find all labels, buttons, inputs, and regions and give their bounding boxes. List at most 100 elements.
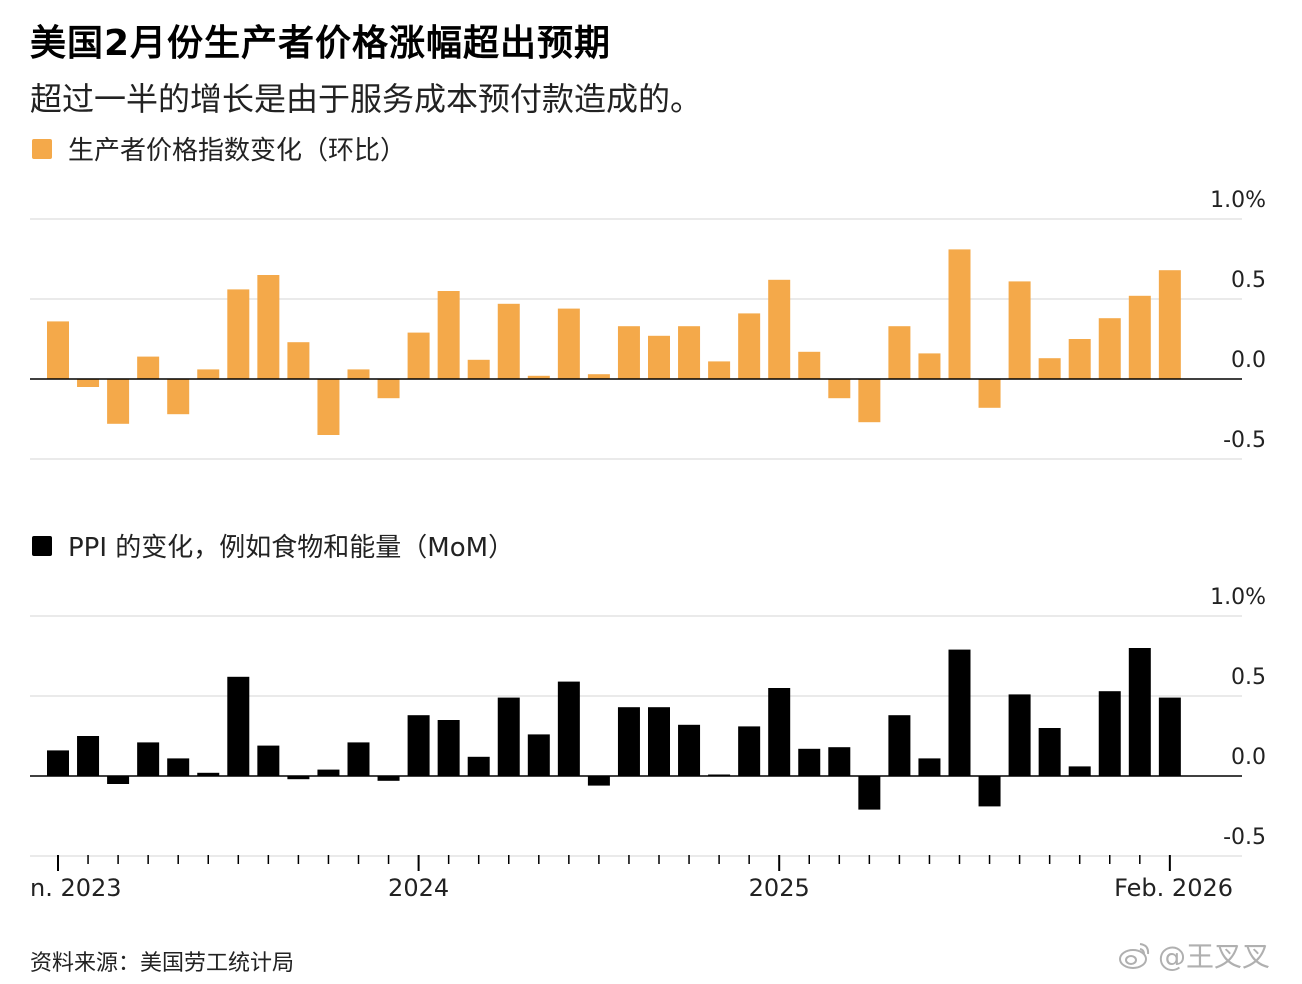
ppi-bar: [708, 361, 731, 379]
ppi-bar: [858, 379, 881, 423]
x-axis-label: n. 2023: [30, 874, 122, 902]
core-ppi-bar: [137, 742, 160, 776]
x-axis-label: 2024: [388, 874, 449, 902]
x-axis-label: Feb. 2026: [1114, 874, 1233, 902]
core-ppi-bar: [798, 748, 821, 776]
core-ppi-bar: [47, 750, 69, 776]
legend-swatch-orange: [32, 138, 52, 159]
ppi-y-tick-label: 1.0%: [1210, 188, 1266, 213]
ppi-bar: [888, 326, 911, 379]
chart-title: 美国2月份生产者价格涨幅超出预期: [30, 23, 612, 64]
core-ppi-bar: [1128, 648, 1151, 776]
ppi-bar: [1158, 270, 1181, 379]
core-ppi-bar: [1008, 694, 1031, 776]
core-ppi-bar: [107, 776, 130, 784]
core-ppi-bar: [77, 736, 100, 776]
ppi-bar: [437, 291, 460, 379]
core-ppi-bar: [587, 776, 610, 786]
core-ppi-bar: [1158, 697, 1181, 776]
core-ppi-bar: [347, 742, 370, 776]
ppi-bar: [347, 369, 370, 379]
ppi-bar: [678, 326, 701, 379]
core-ppi-y-tick-label: 0.0: [1231, 745, 1266, 770]
ppi-bar: [257, 275, 280, 379]
core-ppi-bar: [1038, 728, 1061, 776]
watermark-text: @王叉叉: [1158, 940, 1271, 973]
ppi-bar: [167, 379, 190, 415]
ppi-y-tick-label: -0.5: [1223, 428, 1266, 453]
ppi-bar: [1128, 295, 1151, 379]
core-ppi-bar: [678, 724, 701, 776]
core-ppi-bar: [1068, 766, 1091, 776]
ppi-bar: [1038, 358, 1061, 379]
ppi-bar: [738, 313, 761, 379]
legend-label-ppi-change: 生产者价格指数变化（环比）: [68, 136, 407, 166]
core-ppi-bar: [377, 776, 400, 781]
ppi-bar: [317, 379, 340, 435]
core-ppi-bar: [768, 688, 791, 776]
core-ppi-bar: [918, 758, 941, 776]
ppi-bar: [617, 326, 640, 379]
ppi-bar: [47, 321, 69, 379]
ppi-bar: [1068, 339, 1091, 379]
ppi-bar: [648, 335, 670, 379]
legend-label-core-ppi-change: PPI 的变化，例如食物和能量（MoM）: [68, 533, 515, 563]
watermark: @王叉叉: [1118, 935, 1270, 975]
core-ppi-bar: [407, 715, 430, 776]
x-axis-label: 2025: [749, 874, 810, 902]
core-ppi-bar: [467, 756, 490, 776]
ppi-bar: [918, 353, 941, 379]
ppi-bar: [948, 249, 971, 379]
core-ppi-bar: [648, 707, 670, 776]
core-ppi-bar: [858, 776, 881, 810]
core-ppi-bar: [167, 758, 190, 776]
ppi-bar: [497, 303, 520, 379]
ppi-bar: [798, 351, 821, 379]
ppi-y-tick-label: 0.5: [1231, 268, 1266, 293]
source-note: 资料来源：美国劳工统计局: [30, 951, 295, 976]
core-ppi-bar: [888, 715, 911, 776]
chart-subtitle: 超过一半的增长是由于服务成本预付款造成的。: [30, 80, 703, 118]
ppi-bar: [377, 379, 400, 399]
ppi-y-tick-label: 0.0: [1231, 348, 1266, 373]
ppi-bar: [527, 375, 550, 379]
core-ppi-bar: [828, 747, 851, 776]
ppi-bar: [467, 359, 490, 379]
core-ppi-bar: [1098, 691, 1121, 776]
core-ppi-bar: [317, 769, 340, 776]
ppi-bar: [587, 374, 610, 379]
core-ppi-bar: [557, 681, 580, 776]
ppi-bar: [828, 379, 851, 399]
legend-swatch-black: [32, 535, 52, 556]
ppi-bar: [107, 379, 130, 424]
core-ppi-bar: [527, 734, 550, 776]
core-ppi-y-tick-label: -0.5: [1223, 825, 1266, 850]
core-ppi-bar: [978, 776, 1001, 807]
ppi-bar: [77, 379, 100, 387]
core-ppi-bar: [948, 649, 971, 776]
ppi-bar: [768, 279, 791, 379]
legend-ppi-change: 生产者价格指数变化（环比）: [32, 130, 406, 167]
core-ppi-bar: [617, 707, 640, 776]
core-ppi-bar: [227, 676, 250, 776]
ppi-bar: [227, 289, 250, 379]
ppi-bar: [1008, 281, 1031, 379]
ppi-bar: [197, 369, 220, 379]
core-ppi-bar: [497, 697, 520, 776]
ppi-bar: [287, 342, 310, 379]
core-ppi-y-tick-label: 1.0%: [1210, 585, 1266, 610]
core-ppi-bar: [738, 726, 761, 776]
ppi-bar: [407, 332, 430, 379]
weibo-logo-icon: [1119, 943, 1150, 969]
core-ppi-bar: [197, 772, 220, 776]
ppi-bar: [137, 356, 160, 379]
ppi-bar: [557, 308, 580, 379]
core-ppi-bar: [287, 776, 310, 780]
ppi-bar: [978, 379, 1001, 408]
ppi-bar: [1098, 318, 1121, 379]
core-ppi-y-tick-label: 0.5: [1231, 665, 1266, 690]
legend-core-ppi-change: PPI 的变化，例如食物和能量（MoM）: [32, 527, 514, 564]
core-ppi-bar: [437, 720, 460, 776]
core-ppi-bar: [257, 745, 280, 776]
